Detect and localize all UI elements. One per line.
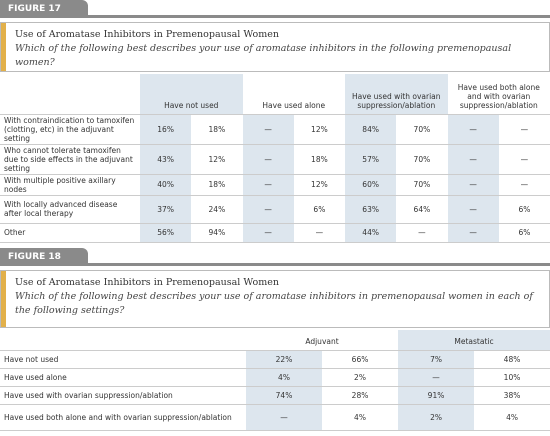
column-header: Metastatic (398, 330, 550, 351)
cell: — (396, 223, 448, 243)
row: Have used with ovarian suppression/ablat… (0, 386, 550, 405)
cell: 7% (398, 350, 475, 369)
cell: — (447, 114, 499, 145)
title-box: Use of Aromatase Inhibitors in Premenopa… (0, 22, 550, 72)
cell: 24% (191, 195, 243, 224)
row-label: Other (0, 223, 140, 243)
cell: — (242, 223, 294, 243)
table: Adjuvant Metastatic Have not used 22% 66% 7% 4… (0, 330, 550, 431)
cell: 6% (498, 223, 550, 243)
table: Have not used Have used alone Have used wi… (0, 74, 550, 243)
row-label: Have used alone (0, 368, 246, 387)
cell: — (498, 144, 550, 175)
cell: 22% (246, 350, 322, 369)
cell: — (242, 114, 294, 145)
cell: — (447, 195, 499, 224)
row: With multiple positive axillary nodes 40%… (0, 174, 550, 196)
cell: 43% (140, 144, 192, 175)
cell: 60% (345, 174, 397, 196)
column-header: Have used alone (242, 74, 346, 115)
cell: 12% (293, 174, 346, 196)
cell: 70% (396, 114, 448, 145)
cell: 6% (498, 195, 550, 224)
cell: 38% (474, 386, 550, 405)
cell: 4% (322, 404, 399, 431)
cell: 56% (140, 223, 192, 243)
cell: — (498, 114, 550, 145)
cell: — (293, 223, 346, 243)
cell: — (242, 144, 294, 175)
cell: — (447, 144, 499, 175)
row: Have used alone 4% 2% —10% (0, 368, 550, 387)
cell: 4% (474, 404, 550, 431)
cell: 84% (345, 114, 397, 145)
title: Use of Aromatase Inhibitors in Premenopa… (15, 277, 279, 288)
cell: 44% (345, 223, 397, 243)
figure-label: FIGURE 18 (0, 248, 88, 266)
row-label: With multiple positive axillary nodes (0, 174, 140, 196)
column-header: Have used with ovarian suppression/ablat… (345, 74, 448, 115)
cell: 12% (191, 144, 243, 175)
cell: 37% (140, 195, 192, 224)
cell: — (242, 195, 294, 224)
cell: — (447, 174, 499, 196)
column-header: Have used both alone and with ovarian su… (447, 74, 550, 115)
title: Use of Aromatase Inhibitors in Premenopa… (15, 29, 279, 40)
header-cell (0, 330, 246, 351)
cell: 70% (396, 174, 448, 196)
cell: 74% (246, 386, 322, 405)
column-header: Have not used (140, 74, 243, 115)
row: With contraindication to tamoxifen (clot… (0, 114, 550, 145)
header-row: Have not used Have used alone Have used wi… (0, 74, 550, 115)
cell: 28% (322, 386, 399, 405)
cell: 16% (140, 114, 192, 145)
cell: 2% (398, 404, 475, 431)
cell: — (242, 174, 294, 196)
row: Have not used 22% 66% 7% 48% (0, 350, 550, 369)
row: Have used both alone and with ovarian su… (0, 404, 550, 431)
row-label: Have used with ovarian suppression/ablat… (0, 386, 246, 405)
cell: — (498, 174, 550, 196)
cell: 12% (293, 114, 346, 145)
row-label: With contraindication to tamoxifen (clot… (0, 114, 140, 145)
row: With locally advanced disease after loca… (0, 195, 550, 224)
figure-label: FIGURE 17 (0, 0, 88, 18)
cell: 91% (398, 386, 475, 405)
cell: 2% (322, 368, 399, 387)
row-label: Who cannot tolerate tamoxifen due to sid… (0, 144, 140, 175)
figure-tab: FIGURE 17 (0, 0, 550, 18)
cell: — (398, 368, 475, 387)
column-header: Adjuvant (246, 330, 399, 351)
row-label: Have used both alone and with ovarian su… (0, 404, 246, 431)
question: Which of the following best describes yo… (15, 43, 512, 68)
cell: 48% (474, 350, 550, 369)
question: Which of the following best describes yo… (15, 291, 533, 316)
row: Other 56% 94% — —44% — —6% (0, 223, 550, 243)
header-row: Adjuvant Metastatic (0, 330, 550, 351)
figure-tab: FIGURE 18 (0, 248, 550, 266)
cell: 6% (293, 195, 346, 224)
cell: 70% (396, 144, 448, 175)
cell: — (447, 223, 499, 243)
cell: — (246, 404, 322, 431)
cell: 40% (140, 174, 192, 196)
cell: 94% (191, 223, 243, 243)
cell: 4% (246, 368, 322, 387)
cell: 66% (322, 350, 399, 369)
row: Who cannot tolerate tamoxifen due to sid… (0, 144, 550, 175)
cell: 10% (474, 368, 550, 387)
row-label: Have not used (0, 350, 246, 369)
cell: 64% (396, 195, 448, 224)
cell: 63% (345, 195, 397, 224)
row-label: With locally advanced disease after loca… (0, 195, 140, 224)
cell: 18% (191, 174, 243, 196)
title-box: Use of Aromatase Inhibitors in Premenopa… (0, 270, 550, 328)
cell: 57% (345, 144, 397, 175)
cell: 18% (191, 114, 243, 145)
header-cell (0, 74, 140, 115)
cell: 18% (293, 144, 346, 175)
